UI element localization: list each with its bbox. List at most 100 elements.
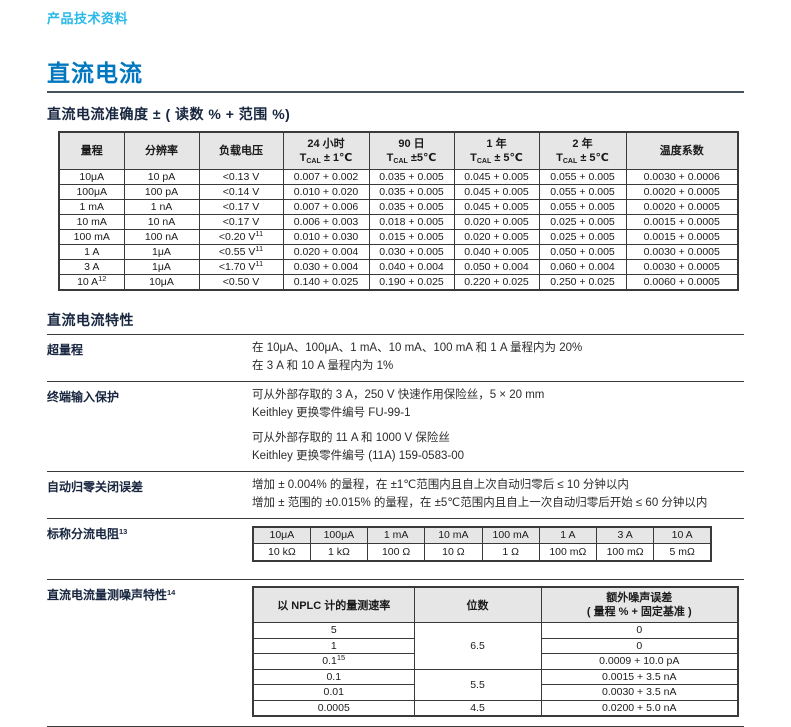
accuracy-column-header: 90 日 TCAL ±5℃ [368,131,455,170]
accuracy-table-cell: 1 nA [123,198,200,215]
noise-rate-cell: 0.01 [252,684,415,701]
spec-content-input-protection: 可从外部存取的 3 A，250 V 快速作用保险丝，5 × 20 mm Keith… [252,386,744,466]
noise-rate-cell: 0.0005 [252,699,415,716]
accuracy-table-cell: <0.13 V [198,168,284,185]
spec-label-input-protection: 终端输入保护 [47,389,120,404]
accuracy-table-cell: 0.0030 + 0.0005 [625,258,739,275]
accuracy-table-cell: 0.0015 + 0.0005 [625,228,739,245]
noise-error-cell: 0.0015 + 3.5 nA [540,668,739,685]
accuracy-table-cell: 0.0020 + 0.0005 [625,183,739,200]
shunt-resistance-cell: 1 Ω [481,543,540,561]
spec-row-input-protection: 终端输入保护 可从外部存取的 3 A，250 V 快速作用保险丝，5 × 20 … [47,382,744,472]
noise-header-rate: 以 NPLC 计的量测速率 [252,586,415,623]
accuracy-table-cell: 0.0015 + 0.0005 [625,213,739,230]
accuracy-table-cell: <0.17 V [198,198,284,215]
characteristics-heading: 直流电流特性 [47,310,744,335]
page-title: 直流电流 [47,60,143,86]
spec-content-overrange: 在 10μA、100μA、1 mA、10 mA、100 mA 和 1 A 量程内… [252,339,744,376]
spec-text-line: 增加 ± 范围的 ±0.015% 的量程，在 ±5℃范围内且自上一次自动归零后开… [252,497,708,509]
noise-table-row: 5 6.5 0 [252,622,739,670]
shunt-resistance-cell: 10 Ω [424,543,483,561]
accuracy-table-body: 10μA 10 pA <0.13 V 0.007 + 0.002 0.035 + 0.0… [58,168,739,290]
accuracy-table-head: 量程 分辨率 负载电压 24 小时 TCAL ± 1℃ 90 日 TCAL ±5℃ 1 年 TC… [58,131,739,170]
shunt-range-cell: 10μA [252,526,311,544]
accuracy-table-cell: <0.14 V [198,183,284,200]
accuracy-table-cell: 100μA [58,183,125,200]
accuracy-table-cell: 0.035 + 0.005 [368,183,455,200]
spec-text-line: 增加 ± 0.004% 的量程，在 ±1℃范围内且自上次自动归零后 ≤ 10 分… [252,478,629,491]
spec-text-line: Keithley 更换零件编号 FU-99-1 [252,407,411,419]
accuracy-table-cell: <0.50 V [198,273,284,290]
spec-label-autozero: 自动归零关闭误差 [47,479,144,494]
accuracy-column-header: 分辨率 [123,131,200,170]
shunt-resistance-cell: 100 mΩ [595,543,655,561]
accuracy-column-header: 1 年 TCAL ± 5℃ [453,131,540,170]
shunt-range-cell: 100 mA [481,526,540,544]
spec-text-line: 可从外部存取的 11 A 和 1000 V 保险丝 [252,431,450,444]
accuracy-table-cell: 10 A12 [58,273,125,290]
accuracy-table-cell: 0.0060 + 0.0005 [625,273,739,290]
noise-error-cell: 0.0030 + 3.5 nA [540,684,739,701]
shunt-range-cell: 1 mA [366,526,426,544]
accuracy-table-row: 10 A12 10μA <0.50 V 0.140 + 0.025 0.190 + 0.… [58,273,739,290]
accuracy-table-cell: 0.055 + 0.005 [538,198,627,215]
shunt-resistance-cell: 1 kΩ [309,543,369,561]
noise-digits-cell: 5.5 [413,668,542,701]
noise-rate-cell: 5 [252,622,415,639]
spec-text-line: 可从外部存取的 3 A，250 V 快速作用保险丝，5 × 20 mm [252,388,545,401]
accuracy-table-cell: 0.035 + 0.005 [368,168,455,185]
spec-label-overrange: 超量程 [47,342,84,357]
accuracy-table-cell: 0.010 + 0.020 [282,183,370,200]
noise-table-row: 0.115 0.0009 + 10.0 pA [252,653,739,670]
shunt-range-cell: 1 A [538,526,598,544]
accuracy-table-cell: 0.020 + 0.004 [282,243,370,260]
spec-row-autozero: 自动归零关闭误差 增加 ± 0.004% 的量程，在 ±1℃范围内且自上次自动归… [47,472,744,519]
noise-rate-cell: 0.115 [252,653,415,670]
accuracy-table-cell: 0.050 + 0.004 [453,258,540,275]
accuracy-heading: 直流电流准确度 ± ( 读数 % + 范围 %) [47,106,291,122]
shunt-resistance-cell: 5 mΩ [653,543,712,561]
spec-text-line: 在 10μA、100μA、1 mA、10 mA、100 mA 和 1 A 量程内… [252,341,583,354]
accuracy-table-cell: 0.060 + 0.004 [538,258,627,275]
accuracy-table-cell: 0.045 + 0.005 [453,168,540,185]
noise-rate-cell: 0.1 [252,668,415,685]
accuracy-table-cell: 0.055 + 0.005 [538,168,627,185]
accuracy-table-cell: 0.045 + 0.005 [453,183,540,200]
spec-label-shunt-resistance: 标称分流电阻13 [47,526,128,541]
accuracy-table-row: 1 mA 1 nA <0.17 V 0.007 + 0.006 0.035 + 0.00… [58,198,739,215]
spec-text-line: 在 3 A 和 10 A 量程内为 1% [252,360,394,372]
accuracy-table-cell: 0.030 + 0.004 [282,258,370,275]
noise-table-row: 0.0005 4.5 0.0200 + 5.0 nA [252,699,739,716]
accuracy-column-header: 负载电压 [198,131,284,170]
shunt-range-cell: 10 A [653,526,712,544]
accuracy-table-cell: 10μA [123,273,200,290]
accuracy-column-header: 温度系数 [625,131,739,170]
accuracy-table-cell: 0.020 + 0.005 [453,228,540,245]
spec-label-noise: 直流电流量测噪声特性14 [47,587,176,602]
accuracy-table-cell: 0.040 + 0.004 [368,258,455,275]
accuracy-table-cell: 100 nA [123,228,200,245]
noise-digits-cell: 4.5 [413,699,542,716]
accuracy-table-cell: 1 mA [58,198,125,215]
accuracy-table-cell: 0.250 + 0.025 [538,273,627,290]
accuracy-table-cell: <0.55 V11 [198,243,284,260]
noise-rate-cell: 1 [252,637,415,654]
noise-header-digits: 位数 [413,586,542,623]
protection-fuse-group-1: 可从外部存取的 3 A，250 V 快速作用保险丝，5 × 20 mm Keith… [252,386,744,423]
shunt-range-cell: 3 A [595,526,655,544]
accuracy-table-cell: 0.010 + 0.030 [282,228,370,245]
accuracy-table-cell: 1μA [123,243,200,260]
noise-table: 以 NPLC 计的量测速率 位数 额外噪声误差 ( 量程 % + 固定基准 ) … [252,585,739,717]
accuracy-table-cell: 0.055 + 0.005 [538,183,627,200]
noise-error-cell: 0.0009 + 10.0 pA [540,653,739,670]
accuracy-table-cell: 1 A [58,243,125,260]
spec-row-noise: 直流电流量测噪声特性14 以 NPLC 计的量测速率 位数 额外噪声误差 ( 量… [47,580,744,727]
accuracy-table-cell: 100 pA [123,183,200,200]
accuracy-column-header: 量程 [58,131,125,170]
noise-header-error-line2: ( 量程 % + 固定基准 ) [586,605,692,618]
